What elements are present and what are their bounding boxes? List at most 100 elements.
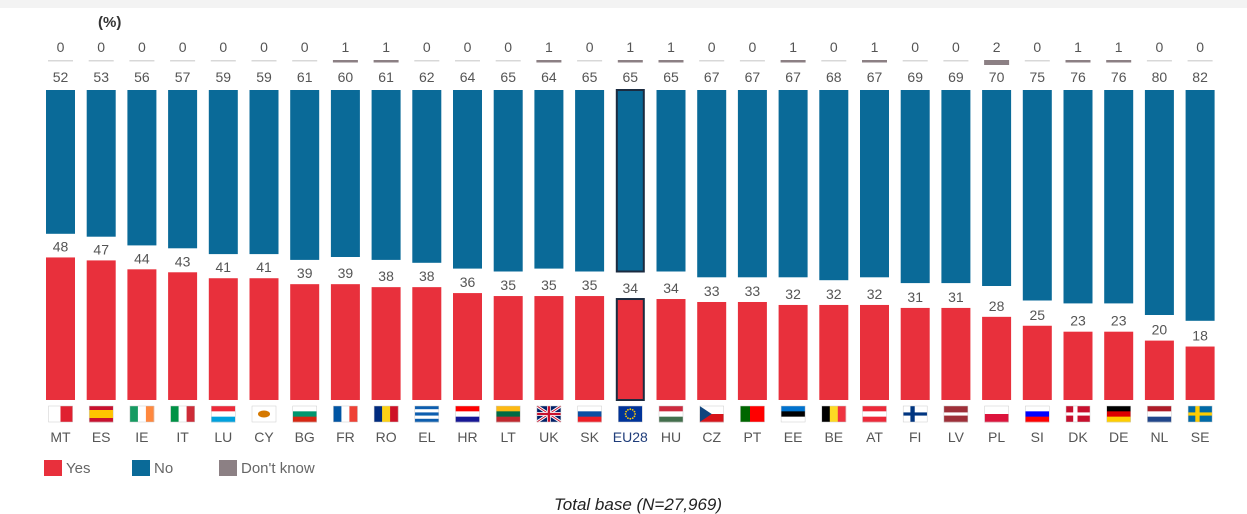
no-bar [168,90,198,249]
dont-know-label: 1 [1115,39,1123,55]
yes-value-label: 34 [623,280,639,296]
no-value-label: 65 [663,69,679,85]
country-code-label: DK [1068,429,1088,445]
yes-value-label: 31 [948,289,964,305]
country-code-label: PT [743,429,761,445]
country-code-label: HU [661,429,681,445]
yes-value-label: 31 [907,289,923,305]
dont-know-bar [495,60,521,62]
yes-bar [656,299,686,400]
flag-dk [1065,405,1091,423]
no-value-label: 67 [785,69,801,85]
no-bar [697,90,727,278]
yes-value-label: 41 [256,259,272,275]
dont-know-bar [129,60,155,62]
country-code-label: AT [866,429,883,445]
dont-know-bar [88,60,114,62]
country-code-label: BG [295,429,315,445]
country-code-label: CZ [702,429,721,445]
yes-bar [1104,331,1134,400]
dont-know-bar [739,60,765,62]
flag-ro [373,405,399,423]
dont-know-bar [455,60,480,62]
yes-value-label: 36 [460,274,476,290]
yes-bar [249,278,279,400]
yes-value-label: 35 [541,277,557,293]
yes-bar [575,296,605,400]
yes-value-label: 32 [826,286,842,302]
flag-nl [1147,405,1172,423]
yes-value-label: 35 [582,277,598,293]
flag-eu28 [618,405,643,423]
flag-fi [902,405,928,423]
yes-bar [168,272,198,400]
dont-know-bar [1146,60,1172,62]
no-bar [493,90,523,272]
no-value-label: 75 [1030,69,1046,85]
dont-know-label: 0 [138,39,146,55]
legend: Yes No Don't know [44,460,315,477]
yes-bar [900,307,930,400]
yes-bar [46,257,75,400]
dont-know-label: 0 [586,39,594,55]
yes-value-label: 33 [745,283,761,299]
dont-know-bar [170,60,196,62]
country-code-label: FR [336,429,355,445]
country-code-label: LV [948,429,965,445]
no-value-label: 53 [93,69,109,85]
dont-know-bar [210,60,236,62]
no-value-label: 82 [1192,69,1208,85]
dont-know-label: 0 [504,39,512,55]
country-code-label: CY [254,429,274,445]
no-bar [412,90,442,263]
dont-know-label: 0 [464,39,472,55]
flag-bg [292,405,317,423]
country-code-label: EE [784,429,803,445]
no-value-label: 67 [745,69,761,85]
yes-value-label: 25 [1030,307,1046,323]
yes-bar [819,304,849,400]
no-bar [941,90,971,284]
yes-value-label: 39 [338,265,354,281]
dont-know-label: 0 [219,39,227,55]
country-code-label: UK [539,429,559,445]
country-code-label: EL [418,429,435,445]
legend-label: No [154,460,173,477]
flag-ie [129,405,155,423]
dont-know-label: 0 [1156,39,1164,55]
no-bar [249,90,279,255]
no-bar [982,90,1012,286]
dont-know-bar [658,60,684,63]
country-code-label: DE [1109,429,1128,445]
no-bar [208,90,238,255]
yes-bar [1022,325,1052,400]
flag-uk [536,404,562,424]
dont-know-bar [373,60,399,63]
yes-bar [860,304,889,400]
no-bar [127,90,157,246]
yes-bar [412,287,442,400]
unit-label: (%) [98,14,121,31]
yes-value-label: 43 [175,253,191,269]
no-bar [534,90,564,269]
no-value-label: 62 [419,69,435,85]
yes-bar [453,293,482,400]
dont-know-label: 1 [1074,39,1082,55]
no-value-label: 68 [826,69,842,85]
dont-know-bar [699,60,725,62]
dont-know-label: 0 [952,39,960,55]
flag-ee [780,405,806,423]
no-value-label: 56 [134,69,150,85]
yes-bar [371,287,401,400]
yes-value-label: 47 [93,241,109,257]
yes-value-label: 18 [1192,328,1208,344]
dont-know-label: 1 [626,39,634,55]
country-code-label: NL [1150,429,1168,445]
country-code-label: HR [457,429,477,445]
country-code-label: MT [50,429,71,445]
no-bar [737,90,767,278]
dont-know-label: 0 [97,39,105,55]
yes-bar [1185,346,1215,400]
dont-know-bar [902,60,928,62]
no-value-label: 70 [989,69,1005,85]
